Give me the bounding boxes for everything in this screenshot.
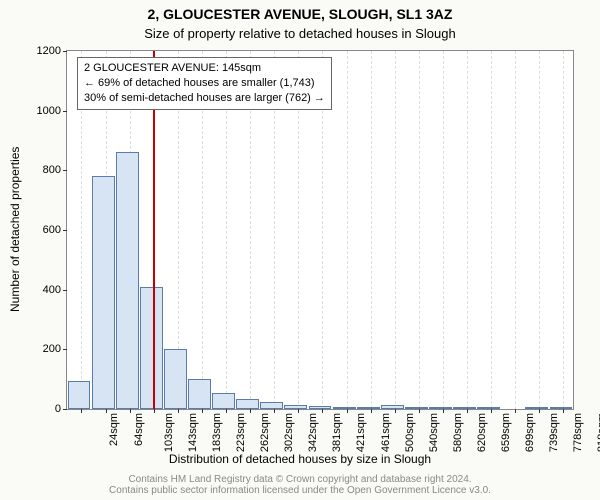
x-tick xyxy=(178,409,179,413)
grid-line xyxy=(491,51,492,409)
x-tick xyxy=(539,409,540,413)
grid-line xyxy=(515,51,516,409)
annotation-box: 2 GLOUCESTER AVENUE: 145sqm ← 69% of det… xyxy=(77,57,332,110)
x-tick-label: 103sqm xyxy=(163,413,175,452)
histogram-bar xyxy=(477,407,500,409)
histogram-bar xyxy=(92,176,115,409)
x-tick-label: 183sqm xyxy=(211,413,223,452)
x-tick xyxy=(443,409,444,413)
x-tick-label: 699sqm xyxy=(524,413,536,452)
histogram-bar xyxy=(550,407,573,409)
y-tick xyxy=(63,230,67,231)
histogram-bar xyxy=(260,402,283,409)
x-tick xyxy=(419,409,420,413)
x-tick xyxy=(467,409,468,413)
grid-line xyxy=(347,51,348,409)
y-tick xyxy=(63,170,67,171)
footer-line-1: Contains HM Land Registry data © Crown c… xyxy=(0,474,600,485)
grid-line xyxy=(563,51,564,409)
x-tick-label: 540sqm xyxy=(428,413,440,452)
histogram-bar xyxy=(236,399,259,409)
y-tick-label: 0 xyxy=(55,403,61,415)
x-tick-label: 778sqm xyxy=(572,413,584,452)
x-tick-label: 580sqm xyxy=(452,413,464,452)
title-line-1: 2, GLOUCESTER AVENUE, SLOUGH, SL1 3AZ xyxy=(0,6,600,22)
histogram-bar xyxy=(381,405,404,409)
x-axis-label: Distribution of detached houses by size … xyxy=(0,452,600,466)
x-tick xyxy=(298,409,299,413)
x-tick xyxy=(202,409,203,413)
grid-line xyxy=(395,51,396,409)
histogram-bar xyxy=(116,152,139,409)
histogram-bar xyxy=(357,407,380,409)
grid-line xyxy=(371,51,372,409)
y-tick xyxy=(63,409,67,410)
y-tick xyxy=(63,349,67,350)
annotation-line-1: 2 GLOUCESTER AVENUE: 145sqm xyxy=(84,61,325,76)
y-tick-label: 400 xyxy=(43,284,61,296)
x-tick xyxy=(81,409,82,413)
footer-line-2: Contains public sector information licen… xyxy=(0,485,600,496)
histogram-bar xyxy=(68,381,91,409)
x-tick-label: 64sqm xyxy=(133,413,145,446)
grid-line xyxy=(419,51,420,409)
y-tick xyxy=(63,111,67,112)
x-tick xyxy=(395,409,396,413)
histogram-bar xyxy=(525,407,548,409)
histogram-bar xyxy=(333,407,356,409)
x-tick-label: 143sqm xyxy=(187,413,199,452)
x-tick-label: 500sqm xyxy=(404,413,416,452)
y-tick-label: 1200 xyxy=(37,45,61,57)
x-tick xyxy=(563,409,564,413)
title-line-2: Size of property relative to detached ho… xyxy=(0,26,600,41)
x-tick-label: 620sqm xyxy=(476,413,488,452)
x-tick-label: 262sqm xyxy=(259,413,271,452)
x-tick-label: 302sqm xyxy=(283,413,295,452)
x-tick xyxy=(106,409,107,413)
y-tick-label: 600 xyxy=(43,224,61,236)
y-tick-label: 200 xyxy=(43,343,61,355)
x-tick xyxy=(274,409,275,413)
histogram-bar xyxy=(309,406,332,409)
x-tick xyxy=(226,409,227,413)
grid-line xyxy=(467,51,468,409)
x-tick xyxy=(515,409,516,413)
y-tick-label: 1000 xyxy=(37,105,61,117)
x-tick-label: 659sqm xyxy=(500,413,512,452)
y-tick-label: 800 xyxy=(43,164,61,176)
x-tick xyxy=(250,409,251,413)
x-tick xyxy=(154,409,155,413)
annotation-line-3: 30% of semi-detached houses are larger (… xyxy=(84,91,325,106)
x-tick xyxy=(371,409,372,413)
x-tick xyxy=(322,409,323,413)
grid-line xyxy=(539,51,540,409)
chart-container: 2, GLOUCESTER AVENUE, SLOUGH, SL1 3AZ Si… xyxy=(0,0,600,500)
histogram-bar xyxy=(453,407,476,409)
x-tick xyxy=(347,409,348,413)
y-tick xyxy=(63,51,67,52)
annotation-line-2: ← 69% of detached houses are smaller (1,… xyxy=(84,76,325,91)
x-tick xyxy=(491,409,492,413)
histogram-bar xyxy=(164,349,187,409)
x-tick-label: 24sqm xyxy=(108,413,120,446)
x-tick-label: 421sqm xyxy=(356,413,368,452)
x-tick-label: 818sqm xyxy=(597,413,600,452)
grid-line xyxy=(443,51,444,409)
y-tick xyxy=(63,290,67,291)
x-tick-label: 461sqm xyxy=(380,413,392,452)
histogram-bar xyxy=(405,407,428,409)
x-tick-label: 342sqm xyxy=(307,413,319,452)
histogram-bar xyxy=(212,393,235,409)
x-tick-label: 739sqm xyxy=(548,413,560,452)
footer: Contains HM Land Registry data © Crown c… xyxy=(0,474,600,496)
x-tick-label: 381sqm xyxy=(331,413,343,452)
plot-area: 02004006008001000120024sqm64sqm103sqm143… xyxy=(66,50,574,410)
histogram-bar xyxy=(188,379,211,409)
histogram-bar xyxy=(429,407,452,409)
histogram-bar xyxy=(140,287,163,409)
x-tick xyxy=(130,409,131,413)
histogram-bar xyxy=(284,405,307,409)
y-axis-label: Number of detached properties xyxy=(8,146,22,311)
x-tick-label: 223sqm xyxy=(235,413,247,452)
